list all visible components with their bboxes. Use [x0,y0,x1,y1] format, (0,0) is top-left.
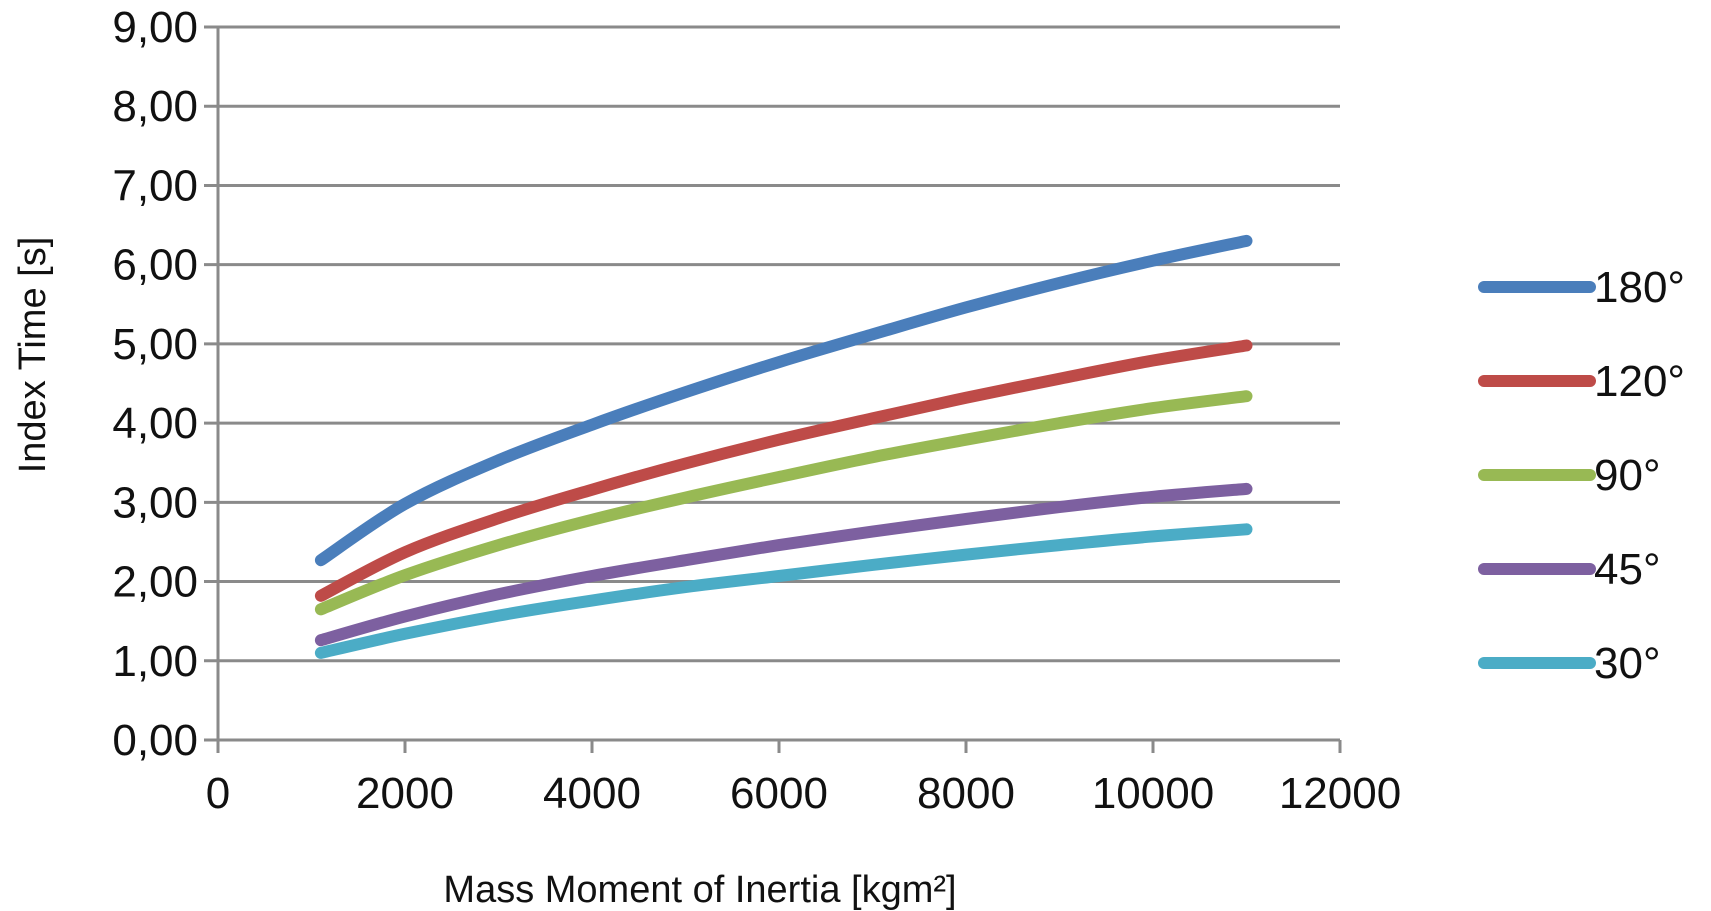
legend-label: 90° [1594,451,1661,500]
x-tick-label: 8000 [917,769,1015,818]
series-line-4 [314,523,1253,659]
series-line-0 [314,234,1253,567]
legend-label: 45° [1594,545,1661,594]
series-lines [314,234,1253,659]
y-tick-label: 0,00 [112,716,198,765]
x-axis-title: Mass Moment of Inertia [kgm²] [443,869,956,911]
x-tick-label: 4000 [543,769,641,818]
x-tick-labels: 0 2000 4000 6000 8000 10000 12000 [206,769,1401,818]
legend-label: 180° [1594,263,1685,312]
series-line-3 [314,482,1253,647]
y-tick-label: 8,00 [112,82,198,131]
y-axis-title: Index Time [s] [12,237,54,474]
x-tick-label: 12000 [1279,769,1401,818]
axes [204,27,1342,753]
y-tick-label: 3,00 [112,478,198,527]
legend-label: 30° [1594,639,1661,688]
y-tick-label: 9,00 [112,3,198,52]
x-tick-label: 0 [206,769,230,818]
y-tick-labels: 0,00 1,00 2,00 3,00 4,00 5,00 6,00 7,00 8,00 9,00 [112,3,198,765]
y-tick-label: 2,00 [112,558,198,607]
series-line-1 [314,339,1253,602]
series-line-2 [314,390,1253,616]
y-tick-label: 5,00 [112,320,198,369]
x-tick-label: 2000 [356,769,454,818]
y-tick-label: 7,00 [112,161,198,210]
x-tick-label: 6000 [730,769,828,818]
y-tick-label: 1,00 [112,637,198,686]
legend-label: 120° [1594,357,1685,406]
y-tick-label: 6,00 [112,241,198,290]
y-tick-label: 4,00 [112,399,198,448]
legend: 180° 120° 90° 45° 30° [1478,263,1685,688]
x-tick-label: 10000 [1092,769,1214,818]
